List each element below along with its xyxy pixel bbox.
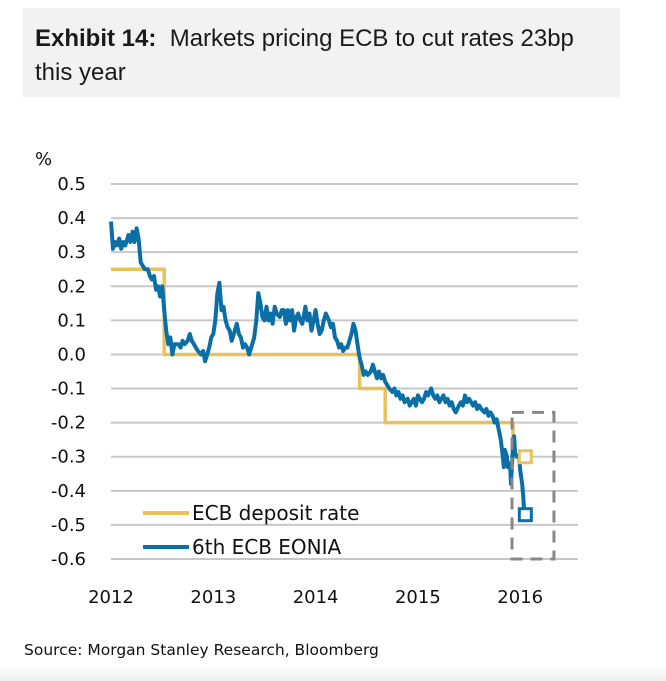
y-tick-label: -0.4 bbox=[51, 481, 86, 502]
x-axis-ticks: 2012 2013 2014 2015 2016 bbox=[88, 587, 543, 608]
forecast-dashed-box bbox=[510, 410, 556, 561]
deposit-rate-marker bbox=[517, 449, 533, 465]
y-axis-label: % bbox=[35, 149, 52, 170]
legend: ECB deposit rate 6th ECB EONIA bbox=[143, 501, 359, 559]
x-tick-label: 2014 bbox=[293, 587, 339, 608]
x-tick-label: 2015 bbox=[395, 587, 441, 608]
y-tick-label: 0.2 bbox=[57, 276, 86, 297]
y-tick-label: -0.5 bbox=[51, 515, 86, 536]
y-tick-label: -0.3 bbox=[51, 447, 86, 468]
y-tick-label: 0.1 bbox=[57, 310, 86, 331]
y-tick-label: 0.3 bbox=[57, 242, 86, 263]
y-tick-label: 0.0 bbox=[57, 344, 86, 365]
y-axis-ticks: 0.5 0.4 0.3 0.2 0.1 0.0 -0.1 -0.2 -0.3 -0.4 -0.5 -0… bbox=[51, 174, 86, 570]
source-note: Source: Morgan Stanley Research, Bloombe… bbox=[24, 641, 379, 659]
annotations bbox=[510, 410, 556, 561]
y-tick-label: -0.2 bbox=[51, 413, 86, 434]
legend-label-deposit: ECB deposit rate bbox=[192, 501, 359, 525]
y-tick-label: -0.1 bbox=[51, 379, 86, 400]
exhibit-label: Exhibit 14: bbox=[35, 25, 157, 52]
y-tick-label: 0.5 bbox=[57, 174, 86, 195]
exhibit-title: Exhibit 14: Markets pricing ECB to cut r… bbox=[35, 22, 615, 90]
y-tick-label: -0.6 bbox=[51, 549, 86, 570]
x-tick-label: 2016 bbox=[497, 587, 543, 608]
series-layer bbox=[109, 221, 533, 523]
exhibit-title-box: Exhibit 14: Markets pricing ECB to cut r… bbox=[23, 8, 620, 97]
y-tick-label: 0.4 bbox=[57, 208, 86, 229]
eonia-marker bbox=[517, 507, 533, 523]
deposit-rate-line bbox=[111, 267, 526, 459]
x-tick-label: 2013 bbox=[190, 587, 236, 608]
legend-label-eonia: 6th ECB EONIA bbox=[192, 535, 342, 559]
footer-divider bbox=[0, 665, 666, 681]
exhibit-heading: Markets pricing ECB to cut rates 23bp th… bbox=[35, 25, 574, 86]
x-tick-label: 2012 bbox=[88, 587, 134, 608]
eonia-line bbox=[109, 221, 528, 522]
